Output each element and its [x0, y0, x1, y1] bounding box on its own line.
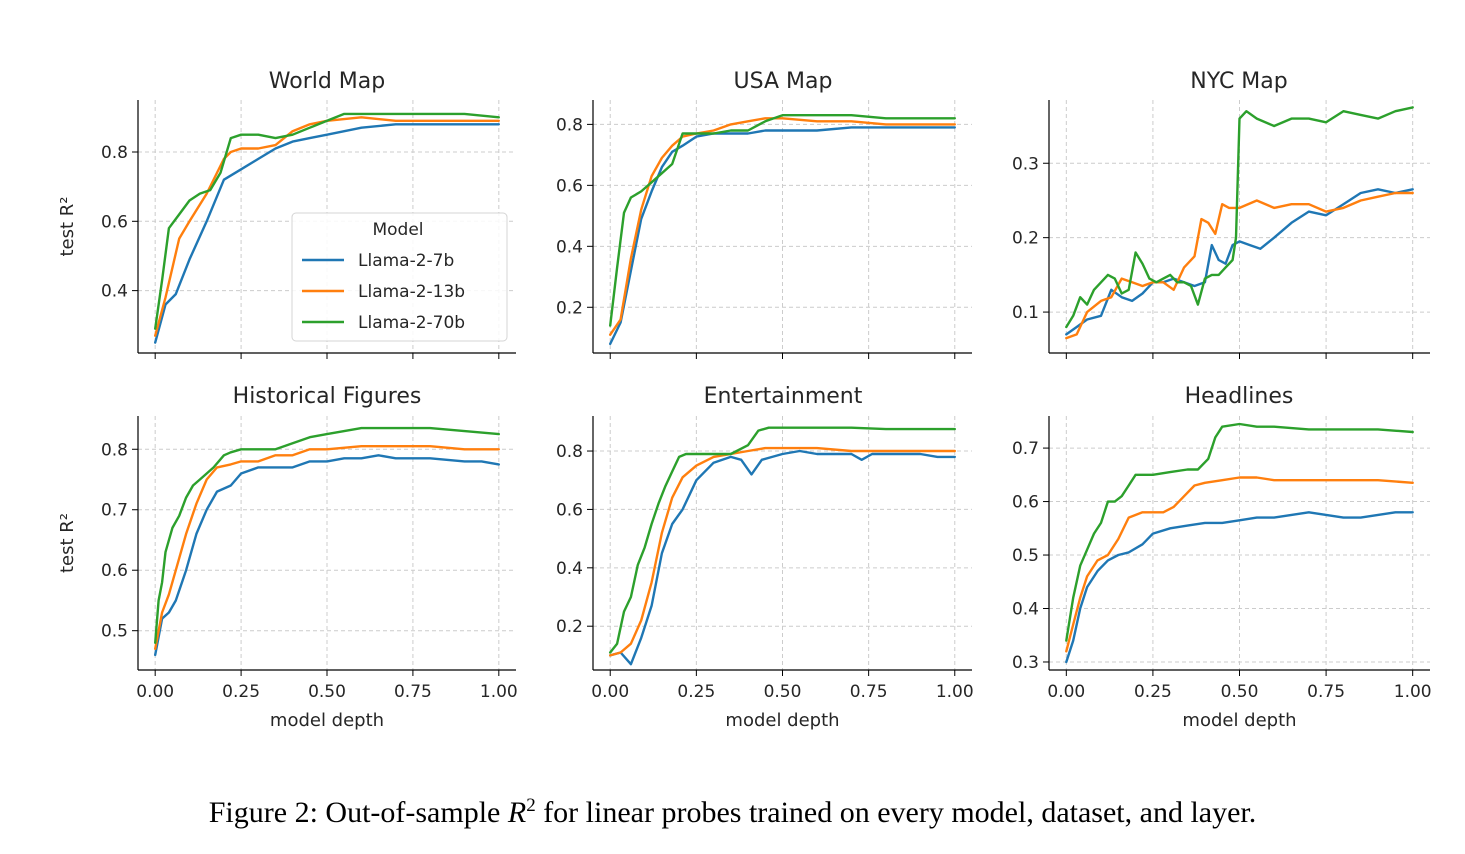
- series-line-llama-2-7b: [1065, 188, 1414, 336]
- panel-title: Headlines: [1185, 384, 1294, 409]
- y-tick-label: 0.2: [556, 298, 583, 318]
- panel-5: 0.2 0.4 0.6 0.8 0.00 0.25 0.50 0.75 1.00 Entertai…: [556, 384, 974, 731]
- series-line-llama-2-7b: [1065, 511, 1414, 664]
- x-tick-label: 0.25: [222, 682, 260, 702]
- y-tick-label: 0.6: [101, 561, 128, 581]
- y-tick-label: 0.4: [1012, 600, 1039, 620]
- series-line-llama-2-7b: [609, 449, 956, 666]
- series-line-llama-2-13b: [609, 117, 956, 336]
- y-tick-label: 0.6: [556, 176, 583, 196]
- series-line-llama-2-7b: [153, 123, 500, 344]
- x-axis-label: model depth: [1182, 710, 1296, 731]
- x-axis-label: model depth: [270, 710, 384, 731]
- series-line-llama-2-70b: [1065, 422, 1414, 642]
- panel-title: Historical Figures: [233, 384, 422, 409]
- x-tick-label: 0.25: [677, 682, 715, 702]
- legend-label: Llama-2-70b: [358, 313, 465, 333]
- panel-6: 0.3 0.4 0.5 0.6 0.7 0.00 0.25 0.50 0.75 1.00 Headl…: [1012, 384, 1432, 731]
- y-tick-label: 0.7: [1012, 439, 1039, 459]
- y-axis-label: test R²: [57, 513, 78, 573]
- legend: Model Llama-2-7b Llama-2-13b Llama-2-70b: [291, 212, 508, 342]
- caption-suffix: for linear probes trained on every model…: [543, 796, 1257, 829]
- x-tick-label: 0.50: [764, 682, 802, 702]
- y-tick-label: 0.8: [101, 440, 128, 460]
- x-tick-label: 1.00: [936, 682, 974, 702]
- x-tick-label: 0.50: [1221, 682, 1259, 702]
- y-tick-label: 0.1: [1012, 303, 1039, 323]
- y-tick-label: 0.4: [556, 559, 583, 579]
- series-line-llama-2-13b: [609, 446, 956, 657]
- x-axis-label: model depth: [725, 710, 839, 731]
- x-tick-label: 1.00: [1394, 682, 1432, 702]
- panel-3: 0.1 0.2 0.3 NYC Map: [1012, 69, 1430, 359]
- panel-title: USA Map: [734, 69, 833, 94]
- caption-symbol: R2: [507, 795, 536, 829]
- y-tick-label: 0.8: [556, 442, 583, 462]
- series-line-llama-2-70b: [609, 113, 956, 327]
- series-line-llama-2-13b: [1065, 476, 1414, 653]
- series-line-llama-2-70b: [153, 112, 500, 330]
- y-tick-label: 0.4: [101, 282, 128, 302]
- y-tick-label: 0.3: [1012, 154, 1039, 174]
- y-tick-label: 0.6: [101, 212, 128, 232]
- legend-label: Llama-2-7b: [358, 251, 454, 271]
- legend-label: Llama-2-13b: [358, 282, 465, 302]
- y-tick-label: 0.2: [556, 617, 583, 637]
- x-tick-label: 0.75: [394, 682, 432, 702]
- y-tick-label: 0.3: [1012, 653, 1039, 673]
- y-axis-label: test R²: [57, 196, 78, 256]
- figure-caption: Figure 2: Out-of-sample R2 for linear pr…: [0, 795, 1465, 830]
- x-tick-label: 0.75: [1307, 682, 1345, 702]
- series-line-llama-2-7b: [153, 454, 500, 657]
- legend-title: Model: [372, 220, 423, 240]
- panel-title: Entertainment: [704, 384, 863, 409]
- series-line-llama-2-70b: [153, 426, 500, 644]
- panel-title: World Map: [269, 69, 385, 94]
- panel-title: NYC Map: [1190, 69, 1287, 94]
- series-line-llama-2-13b: [153, 116, 500, 337]
- x-tick-label: 0.00: [591, 682, 629, 702]
- y-tick-label: 0.2: [1012, 229, 1039, 249]
- y-tick-label: 0.5: [101, 622, 128, 642]
- x-tick-label: 0.75: [850, 682, 888, 702]
- x-tick-label: 0.00: [136, 682, 174, 702]
- x-tick-label: 0.50: [308, 682, 346, 702]
- y-tick-label: 0.8: [101, 143, 128, 163]
- y-tick-label: 0.6: [556, 500, 583, 520]
- panel-4: 0.5 0.6 0.7 0.8 0.00 0.25 0.50 0.75 1.00 Historic…: [57, 384, 518, 731]
- y-tick-label: 0.8: [556, 115, 583, 135]
- x-tick-label: 0.00: [1047, 682, 1085, 702]
- y-tick-label: 0.6: [1012, 493, 1039, 513]
- legend-box: [291, 212, 508, 342]
- x-tick-label: 0.25: [1134, 682, 1172, 702]
- y-tick-label: 0.5: [1012, 546, 1039, 566]
- caption-exponent: 2: [526, 795, 536, 816]
- x-tick-label: 1.00: [480, 682, 518, 702]
- y-tick-label: 0.7: [101, 501, 128, 521]
- figure-panels: 0.4 0.6 0.8 World Map test R² 0.2 0.4 0.6 0.8 USA…: [57, 69, 1432, 731]
- caption-prefix: Figure 2: Out-of-sample: [208, 796, 501, 829]
- series-line-llama-2-13b: [153, 445, 500, 650]
- panel-1: 0.4 0.6 0.8 World Map test R²: [57, 69, 516, 359]
- y-tick-label: 0.4: [556, 237, 583, 257]
- panel-2: 0.2 0.4 0.6 0.8 USA Map: [556, 69, 972, 359]
- series-line-llama-2-70b: [1065, 106, 1414, 329]
- series-line-llama-2-70b: [609, 426, 956, 654]
